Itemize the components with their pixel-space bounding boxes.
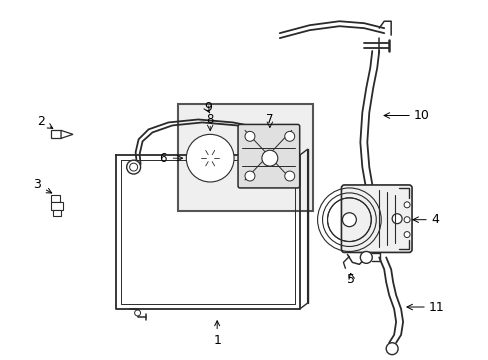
Circle shape: [186, 134, 234, 182]
FancyBboxPatch shape: [341, 185, 411, 252]
Circle shape: [206, 154, 214, 162]
Circle shape: [360, 251, 371, 264]
Circle shape: [201, 149, 219, 167]
Circle shape: [386, 343, 397, 355]
FancyBboxPatch shape: [238, 125, 299, 188]
Circle shape: [244, 171, 254, 181]
Bar: [53, 210, 61, 216]
Bar: [51, 130, 61, 138]
Circle shape: [403, 217, 409, 223]
Circle shape: [284, 171, 294, 181]
Text: 8: 8: [206, 113, 213, 126]
Circle shape: [262, 150, 277, 166]
Text: 2: 2: [37, 115, 53, 129]
Text: 4: 4: [430, 213, 438, 226]
Bar: [51, 195, 60, 202]
Text: 5: 5: [346, 273, 355, 286]
Text: 6: 6: [159, 152, 166, 165]
Text: 1: 1: [213, 321, 221, 347]
Text: 10: 10: [413, 109, 429, 122]
Text: 7: 7: [265, 113, 273, 126]
Polygon shape: [61, 130, 73, 138]
Circle shape: [284, 131, 294, 141]
Circle shape: [403, 202, 409, 208]
Circle shape: [244, 131, 254, 141]
Bar: [51, 202, 63, 210]
Circle shape: [403, 231, 409, 238]
Circle shape: [342, 213, 356, 227]
Bar: [178, 104, 312, 211]
Text: 3: 3: [33, 179, 52, 193]
Circle shape: [134, 310, 141, 316]
Text: 9: 9: [204, 101, 212, 114]
Circle shape: [194, 142, 225, 174]
Circle shape: [129, 163, 137, 171]
Circle shape: [126, 160, 141, 174]
Text: 11: 11: [428, 301, 444, 314]
Circle shape: [391, 214, 401, 224]
